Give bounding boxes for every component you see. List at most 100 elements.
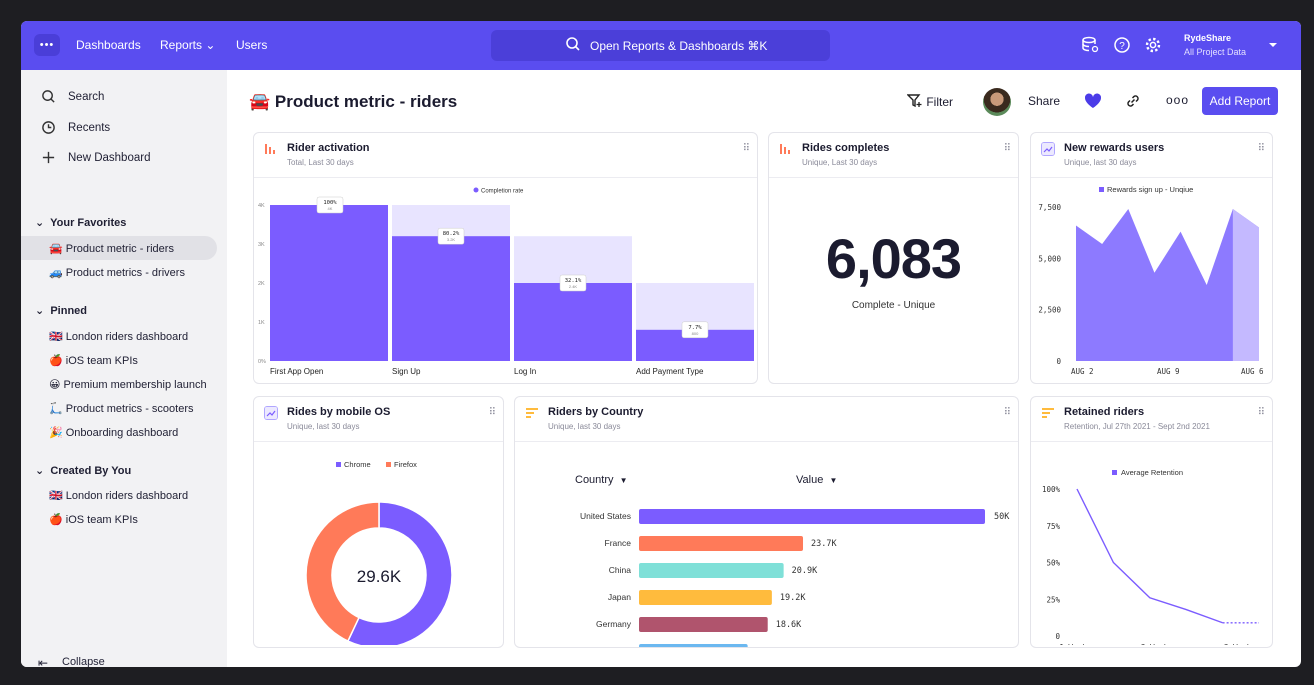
retained-chart[interactable]: Average Retention 0 25% 50% 75% 100% <1 Week 2… [1031,445,1272,645]
drag-handle-icon[interactable]: ⠿ [1003,407,1011,418]
data-label-percent: 7.7% [688,325,702,331]
nav-dashboards[interactable]: Dashboards [76,38,141,52]
card-rides-completes: Rides completes Unique, Last 30 days ⠿ 6… [768,132,1019,384]
bar-value-label: 18.6K [776,620,802,630]
y-tick-label: 0% [258,359,266,365]
card-divider [1031,177,1272,178]
collapse-button[interactable]: ⇤ Collapse [21,650,217,667]
account-name[interactable]: RydeShare [1184,33,1232,43]
bar-category-label: China [609,565,631,575]
card-subtitle: Unique, Last 30 days [802,158,878,167]
y-tick-label: 50% [1046,559,1060,568]
y-tick-label: 25% [1046,595,1060,604]
legend-label: Firefox [394,460,417,469]
caret-down-icon[interactable] [1268,41,1278,49]
card-retained-riders: Retained riders Retention, Jul 27th 2021… [1030,396,1273,648]
x-tick-label: First App Open [270,367,323,376]
sidebar-item-onboarding[interactable]: 🎉 Onboarding dashboard [49,427,179,439]
caret-down-icon: ▼ [619,476,628,485]
country-bar [639,590,772,605]
sidebar-item-product-metric-riders[interactable]: 🚘 Product metric - riders [21,236,217,260]
sidebar-search-label: Search [68,91,105,103]
rewards-chart[interactable]: Rewards sign up - Unqiue 0 2,500 5,000 7,50… [1031,181,1272,381]
card-rides-by-mobile-os: Rides by mobile OS Unique, last 30 days … [253,396,504,648]
sidebar-item-ios-kpis[interactable]: 🍎 iOS team KPIs [49,355,138,367]
drag-handle-icon[interactable]: ⠿ [1003,143,1011,154]
add-report-button[interactable]: Add Report [1202,87,1278,115]
help-icon[interactable]: ? [1113,36,1131,54]
line-chart-icon [1041,142,1055,156]
sidebar-item-scooters[interactable]: 🛴 Product metrics - scooters [49,403,194,415]
drag-handle-icon[interactable]: ⠿ [488,407,496,418]
app-window: ••• Dashboards Reports ⌄ Users Open Repo… [21,21,1301,667]
heart-icon[interactable] [1084,93,1102,109]
sidebar-item-created-ios[interactable]: 🍎 iOS team KPIs [49,514,138,526]
x-tick-label: Sign Up [392,367,421,376]
card-new-rewards-users: New rewards users Unique, last 30 days ⠿… [1030,132,1273,384]
sidebar-item-london-riders[interactable]: 🇬🇧 London riders dashboard [49,331,189,343]
drag-handle-icon[interactable]: ⠿ [1257,407,1265,418]
chevron-down-icon: ⌄ [35,217,45,229]
link-icon[interactable] [1125,93,1141,109]
share-button[interactable]: Share [1028,94,1061,108]
collapse-label: Collapse [62,656,105,667]
y-tick-label: 0 [1055,632,1060,641]
drag-handle-icon[interactable]: ⠿ [742,143,750,154]
country-bar [639,536,804,551]
database-icon[interactable] [1081,36,1099,54]
sidebar-recents[interactable]: Recents [21,116,217,140]
nav-reports[interactable]: Reports ⌄ [160,38,216,52]
more-options-icon[interactable]: ooo [1166,93,1190,107]
sidebar: Search Recents New Dashboard ⌄ Your Favo… [21,70,227,667]
line-chart-icon [264,406,278,420]
gear-icon[interactable] [1144,36,1162,54]
country-bar [639,563,784,578]
value-column-header[interactable]: Value ▼ [796,474,838,486]
legend-swatch [473,187,479,193]
y-tick-label: 0 [1056,357,1061,366]
pinned-heading[interactable]: ⌄ Pinned [35,305,88,317]
data-label-count: 3.2K [447,237,456,242]
created-heading[interactable]: ⌄ Created By You [35,465,132,477]
donut-slice [346,501,453,645]
sidebar-item-product-metrics-drivers[interactable]: 🚙 Product metrics - drivers [49,267,185,279]
kpi-caption: Complete - Unique [851,300,936,311]
line-series [1076,488,1223,624]
drag-handle-icon[interactable]: ⠿ [1257,143,1265,154]
y-tick-label: 2,500 [1038,306,1061,315]
card-subtitle: Unique, last 30 days [1064,158,1137,167]
app-logo[interactable]: ••• [34,34,60,56]
y-tick-label: 4K [258,203,265,209]
bar-value-label: 50K [994,512,1010,522]
sidebar-new-dashboard[interactable]: New Dashboard [21,146,217,170]
card-divider [1031,441,1272,442]
card-subtitle: Unique, last 30 days [287,422,360,431]
donut-center-label: 29.6K [357,567,402,586]
data-label-box [681,321,709,339]
y-tick-label: 100% [1042,485,1061,494]
x-tick-label: AUG 2 [1071,367,1094,376]
filter-button[interactable]: Filter [906,94,953,109]
sidebar-item-premium-membership[interactable]: 😀 Premium membership launch [49,379,207,391]
donut-slice [305,501,380,643]
data-label-percent: 32.1% [565,278,582,284]
legend-swatch [386,462,391,467]
card-subtitle: Retention, Jul 27th 2021 - Sept 2nd 2021 [1064,422,1210,431]
favorites-heading[interactable]: ⌄ Your Favorites [35,217,127,229]
sidebar-search[interactable]: Search [21,85,217,109]
data-label-box [316,196,344,214]
sidebar-item-created-london[interactable]: 🇬🇧 London riders dashboard [49,490,189,502]
bar-value-label: 20.9K [792,566,818,576]
country-column-header[interactable]: Country ▼ [575,474,628,486]
x-tick-label: Log In [514,367,536,376]
data-label-count: 800 [692,331,699,336]
y-tick-label: 1K [258,320,265,326]
country-chart[interactable]: United States 50K France 23.7K China 20.9K Jap… [515,497,1018,647]
mobile-os-chart[interactable]: Chrome Firefox 29.6K [254,445,503,645]
global-search[interactable]: Open Reports & Dashboards ⌘K [491,30,830,61]
avatar[interactable] [983,88,1011,116]
nav-users[interactable]: Users [236,38,268,52]
x-tick-label: 3 Week [1224,643,1252,645]
funnel-bar [514,283,632,361]
